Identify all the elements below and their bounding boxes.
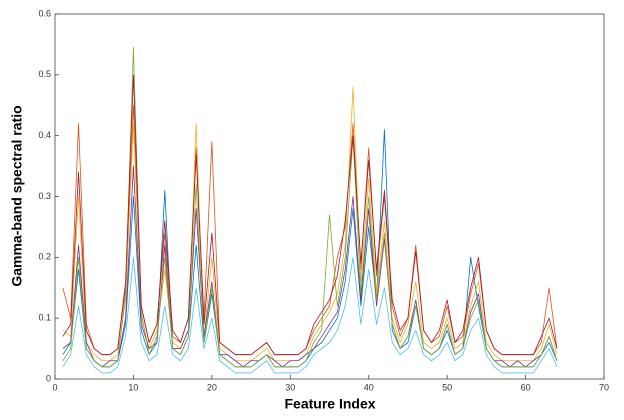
y-tick-label: 0.2 bbox=[38, 252, 51, 262]
series-line bbox=[62, 74, 558, 356]
series-line bbox=[62, 129, 558, 368]
x-tick-label: 50 bbox=[442, 382, 452, 392]
plot-frame bbox=[54, 13, 605, 380]
x-tick-label: 30 bbox=[285, 382, 295, 392]
x-tick-label: 60 bbox=[521, 382, 531, 392]
y-tick-label: 0 bbox=[46, 373, 51, 383]
x-tick-label: 40 bbox=[364, 382, 374, 392]
y-axis-label: Gamma-band spectral ratio bbox=[9, 105, 25, 286]
series-line bbox=[62, 256, 558, 374]
y-tick-label: 0.6 bbox=[38, 8, 51, 18]
x-tick-label: 20 bbox=[207, 382, 217, 392]
x-tick-label: 0 bbox=[52, 382, 57, 392]
x-tick-label: 70 bbox=[599, 382, 609, 392]
x-axis-label: Feature Index bbox=[284, 396, 375, 412]
y-tick-label: 0.3 bbox=[38, 191, 51, 201]
y-tick-label: 0.5 bbox=[38, 69, 51, 79]
series-line bbox=[62, 47, 558, 368]
x-tick-label: 10 bbox=[128, 382, 138, 392]
y-tick-label: 0.1 bbox=[38, 313, 51, 323]
y-tick-label: 0.4 bbox=[38, 130, 51, 140]
